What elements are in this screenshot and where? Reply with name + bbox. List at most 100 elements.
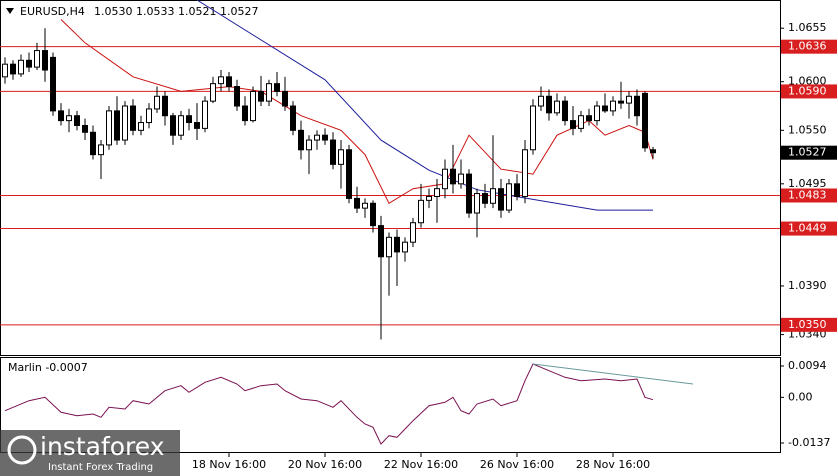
level-label: 1.0350 [788,318,827,331]
watermark-subtitle: Instant Forex Trading [48,462,153,473]
x-tick-label: 28 Nov 16:00 [576,458,650,471]
indicator-line [4,363,654,445]
candle-body [42,50,48,71]
candle-body [10,63,16,75]
candle-body [250,90,256,122]
candle-body [626,95,632,104]
menu-triangle [6,8,14,14]
y-tick-label: 0.0094 [788,359,827,372]
candle-body [442,168,448,190]
candle-body [482,193,488,204]
candle-body [2,63,8,78]
candle-body [650,149,656,154]
candle-body [306,139,312,151]
candle-body [106,110,112,146]
candle-body [370,202,376,227]
x-tick-label: 18 Nov 16:00 [192,458,266,471]
candle-body [642,92,648,149]
watermark: instaforex Instant Forex Trading [0,430,180,476]
candle-body [186,115,192,124]
candle-body [322,134,328,141]
candle-body [570,120,576,129]
candle-body [546,95,552,114]
symbol-title: EURUSD,H4 [20,5,85,18]
candle-body [490,188,496,204]
candle-body [298,129,304,151]
candle-body [138,122,144,131]
candle-body [498,188,504,211]
y-tick-label: 1.0550 [788,123,827,136]
candle-body [418,199,424,224]
y-tick-label: 1.0655 [788,21,827,34]
candle-body [146,108,152,124]
candle-body [610,100,616,112]
candle-body [434,188,440,197]
candle-body [154,95,160,110]
candle-body [162,95,168,117]
candle-body [338,149,344,165]
indicator-line [532,363,694,385]
candle-body [506,183,512,211]
last-price-label: 1.0527 [788,146,827,159]
candle-body [410,222,416,243]
candle-body [58,110,64,122]
candle-body [538,95,544,107]
candle-body [290,105,296,131]
indicator-pane [0,357,781,453]
candle-body [594,105,600,122]
candle-body [266,83,272,102]
x-tick-label: 20 Nov 16:00 [288,458,362,471]
candle-body [514,183,520,197]
level-label-box [781,188,837,203]
level-label: 1.0636 [788,40,827,53]
candle-body [74,115,80,126]
candle-body [426,195,432,201]
candle-body [474,193,480,214]
candle-body [98,144,104,156]
candle-body [90,131,96,156]
candle-body [466,173,472,214]
main-pane [0,0,781,356]
level-label-box [781,84,837,99]
level-label: 1.0590 [788,84,827,97]
candle-body [18,59,24,75]
candle-body [258,90,264,102]
candle-body [50,56,56,112]
candle-body [194,122,200,129]
candle-body [354,197,360,209]
watermark-box [0,430,180,476]
y-tick-label: 1.0390 [788,279,827,292]
candle-body [170,115,176,136]
candle-body [458,173,464,185]
candle-body [386,236,392,258]
candle-body [218,76,224,85]
ohlc-readout: 1.0530 1.0533 1.0521 1.0527 [94,5,258,18]
last-price-box [781,145,837,160]
candle-body [522,149,528,197]
candle-body [282,90,288,107]
candle-body [178,115,184,136]
candle-body [394,236,400,253]
candle-body [530,105,536,151]
candle-body [210,83,216,102]
candle-body [330,139,336,165]
candle-body [578,115,584,129]
candle-body [554,100,560,114]
x-tick-label: 22 Nov 16:00 [384,458,458,471]
candle-body [122,105,128,141]
level-label-box [781,317,837,332]
candle-body [130,105,136,131]
candle-body [378,225,384,258]
watermark-icon [7,435,37,465]
candle-body [274,83,280,92]
candle-body [82,124,88,133]
candle-body [26,59,32,68]
y-tick-label: 1.0495 [788,177,827,190]
candle-body [402,241,408,253]
candle-body [202,100,208,129]
watermark-title: instaforex [40,432,165,461]
candle-body [450,168,456,185]
candle-body [562,100,568,122]
level-label: 1.0449 [788,222,827,235]
